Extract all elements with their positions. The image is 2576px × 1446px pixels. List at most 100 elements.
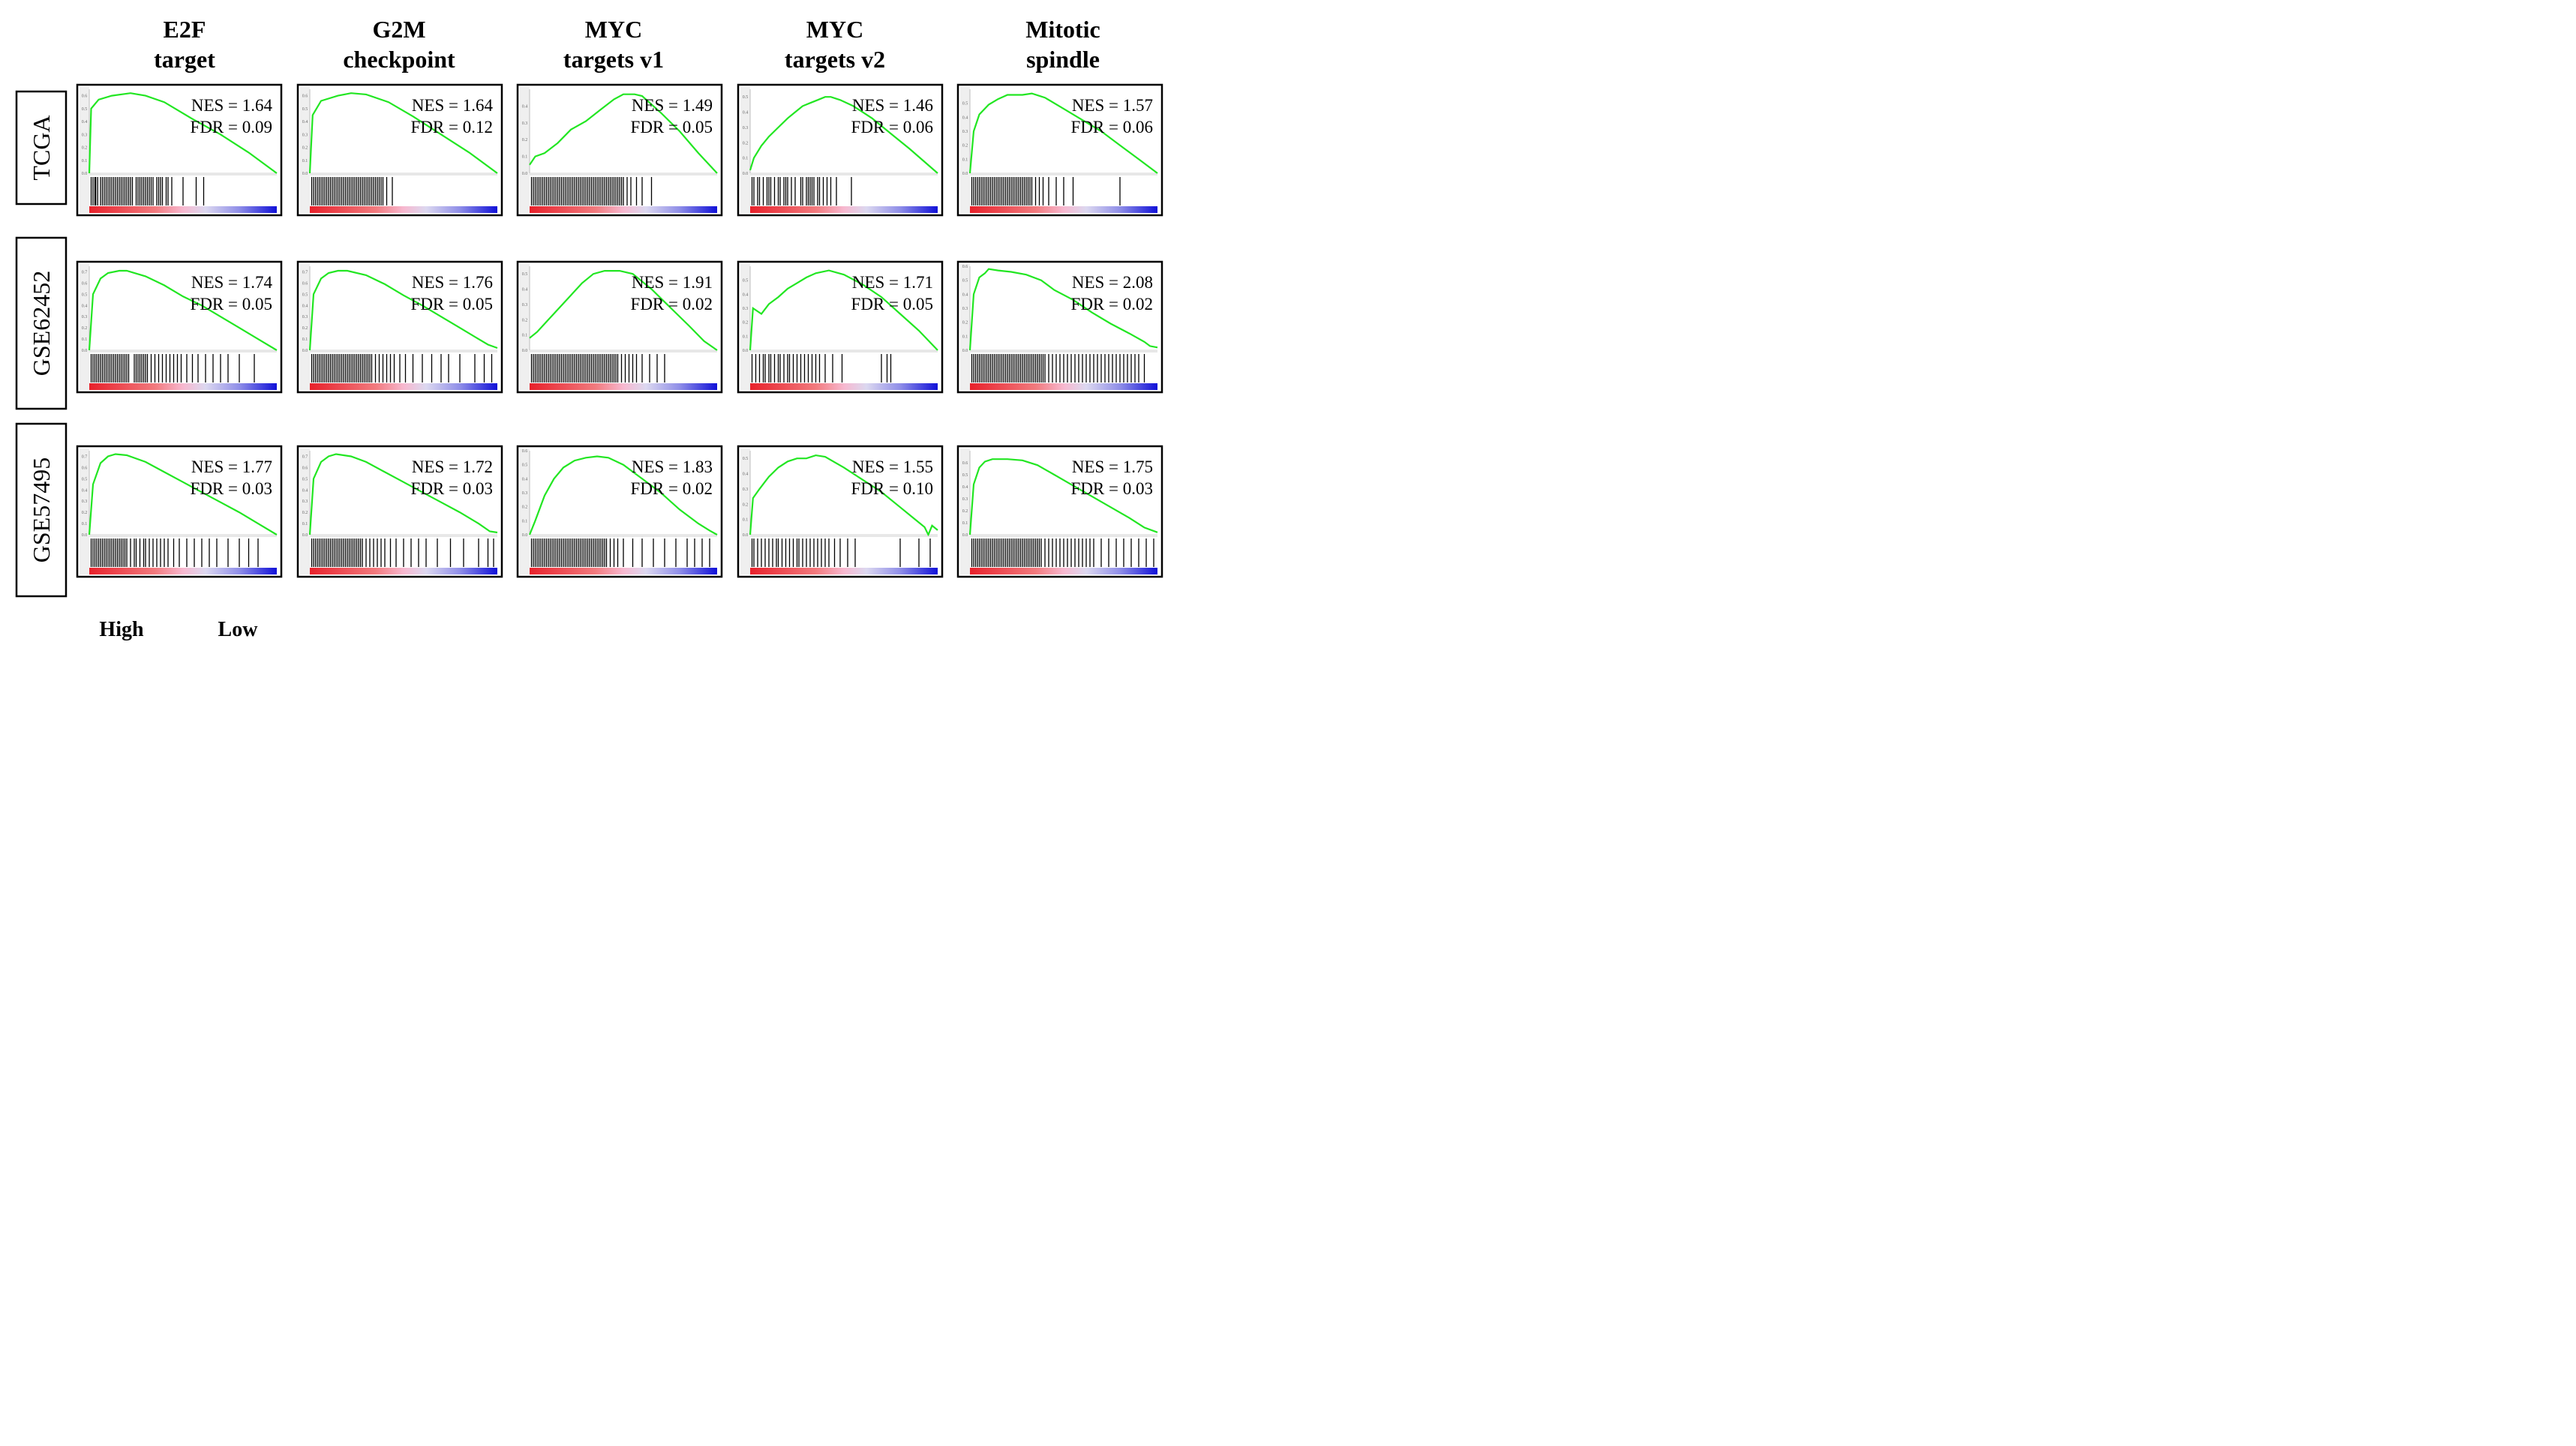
y-tick-label: 0.1 [962, 158, 968, 162]
panel-gse62452-4: 0.0 0.1 0.2 0.3 0.4 0.5 0.6 NES = 2.08 FDR = 0.0… [956, 260, 1163, 394]
axis-strip [80, 264, 89, 390]
ranked-list-bar [530, 206, 717, 213]
panel-frame [516, 445, 723, 578]
fdr-label: FDR = 0.09 [191, 118, 272, 136]
fdr-label: FDR = 0.05 [631, 118, 713, 136]
nes-label: NES = 1.74 [191, 273, 273, 292]
enrichment-curve [88, 453, 278, 536]
fdr-label: FDR = 0.03 [1071, 479, 1153, 498]
dataset-label-text: GSE62452 [28, 271, 55, 376]
y-tick-label: 0.1 [522, 155, 528, 160]
ranked-list-bar [970, 383, 1157, 390]
y-tick-label: 0.5 [743, 279, 749, 284]
column-header-4-line-1: spindle [1026, 46, 1100, 73]
y-tick-label: 0.3 [522, 491, 528, 496]
y-tick-label: 0.0 [82, 172, 88, 176]
column-header-0-line-0: E2F [164, 16, 206, 43]
nes-label: NES = 1.83 [632, 458, 713, 476]
y-tick-label: 0.1 [962, 334, 968, 339]
ranked-list-bar [310, 383, 497, 390]
y-tick-label: 0.0 [962, 172, 968, 176]
nes-label: NES = 1.75 [1072, 458, 1153, 476]
panel-gse57495-1: 0.0 0.1 0.2 0.3 0.4 0.5 0.6 0.7 NES = 1.72 FDR = … [296, 445, 503, 578]
y-tick-label: 0.6 [522, 449, 528, 454]
y-tick-label: 0.0 [522, 349, 528, 353]
y-tick-label: 0.5 [82, 477, 88, 482]
axis-strip [740, 87, 750, 213]
column-header-1-line-1: checkpoint [343, 46, 455, 73]
y-tick-label: 0.0 [522, 172, 528, 176]
fdr-label: FDR = 0.02 [631, 479, 713, 498]
y-tick-label: 0.2 [82, 511, 88, 515]
nes-label: NES = 1.49 [632, 96, 713, 115]
column-header-3-line-1: targets v2 [785, 46, 885, 73]
y-tick-label: 0.5 [82, 292, 88, 297]
axis-strip [740, 448, 750, 574]
axis-strip [520, 448, 530, 574]
enrichment-curve [968, 268, 1158, 351]
ranked-list-bar [89, 206, 277, 213]
column-header-1-line-0: G2M [372, 16, 425, 43]
y-tick-label: 0.2 [522, 318, 528, 322]
axis-strip [960, 264, 970, 390]
panel-tcga-3: 0.0 0.1 0.2 0.3 0.4 0.5 NES = 1.46 FDR = 0.06 [737, 83, 944, 217]
enrichment-curve [528, 455, 718, 536]
axis-strip [520, 87, 530, 213]
y-tick-label: 0.2 [522, 138, 528, 142]
y-tick-label: 0.4 [82, 488, 88, 493]
y-tick-label: 0.2 [302, 511, 308, 515]
y-tick-label: 0.4 [962, 292, 968, 297]
y-tick-label: 0.2 [962, 509, 968, 514]
panel-frame [76, 83, 283, 217]
axis-strip [80, 448, 89, 574]
enrichment-curve [88, 92, 278, 174]
fdr-label: FDR = 0.06 [1071, 118, 1153, 136]
y-tick-label: 0.6 [82, 94, 88, 99]
y-tick-label: 0.5 [302, 107, 308, 112]
y-tick-label: 0.0 [82, 533, 88, 538]
enrichment-curve [749, 96, 938, 174]
enrichment-curve [308, 92, 498, 174]
panel-gse62452-2: 0.0 0.1 0.2 0.3 0.4 0.5 NES = 1.91 FDR = 0.02 [516, 260, 723, 394]
y-tick-label: 0.3 [522, 303, 528, 308]
dataset-label-box [15, 236, 68, 410]
y-tick-label: 0.3 [962, 130, 968, 134]
panel-gse62452-0: 0.0 0.1 0.2 0.3 0.4 0.5 0.6 0.7 NES = 1.74 FDR = … [76, 260, 283, 394]
ranked-list-bar [970, 206, 1157, 213]
ranked-list-bar [530, 568, 717, 574]
dataset-label-text: TCGA [28, 115, 55, 180]
y-tick-label: 0.4 [82, 120, 88, 124]
ranked-list-bar [750, 383, 938, 390]
axis-strip [520, 264, 530, 390]
y-tick-label: 0.7 [82, 454, 88, 459]
y-tick-label: 0.4 [743, 292, 749, 297]
panel-tcga-4: 0.0 0.1 0.2 0.3 0.4 0.5 NES = 1.57 FDR = 0.06 [956, 83, 1163, 217]
y-tick-label: 0.4 [82, 304, 88, 308]
ranked-list-bar [970, 568, 1157, 574]
y-tick-label: 0.3 [962, 307, 968, 311]
y-tick-label: 0.1 [302, 159, 308, 164]
y-tick-label: 0.0 [743, 172, 749, 176]
y-tick-label: 0.4 [743, 111, 749, 116]
panel-gse57495-2: 0.0 0.1 0.2 0.3 0.4 0.5 0.6 NES = 1.83 FDR = 0.0… [516, 445, 723, 578]
nes-label: NES = 1.46 [852, 96, 933, 115]
enrichment-curve [749, 269, 938, 351]
y-tick-label: 0.1 [962, 521, 968, 526]
y-tick-label: 0.6 [302, 281, 308, 286]
panel-frame [296, 83, 503, 217]
y-tick-label: 0.1 [743, 334, 749, 339]
enrichment-curve [968, 92, 1158, 174]
panel-frame [737, 260, 944, 394]
nes-label: NES = 1.64 [191, 96, 273, 115]
nes-label: NES = 1.57 [1072, 96, 1153, 115]
y-tick-label: 0.2 [82, 146, 88, 151]
fdr-label: FDR = 0.05 [191, 295, 272, 314]
axis-strip [960, 87, 970, 213]
y-tick-label: 0.5 [82, 107, 88, 112]
enrichment-curve [529, 270, 718, 351]
panel-tcga-0: 0.0 0.1 0.2 0.3 0.4 0.5 0.6 NES = 1.64 FDR = 0.0… [76, 83, 283, 217]
y-tick-label: 0.4 [302, 304, 308, 308]
y-tick-label: 0.3 [962, 497, 968, 502]
panel-gse57495-4: 0.0 0.1 0.2 0.3 0.4 0.5 0.6 NES = 1.75 FDR = 0.0… [956, 445, 1163, 578]
enrichment-curve [529, 93, 718, 174]
